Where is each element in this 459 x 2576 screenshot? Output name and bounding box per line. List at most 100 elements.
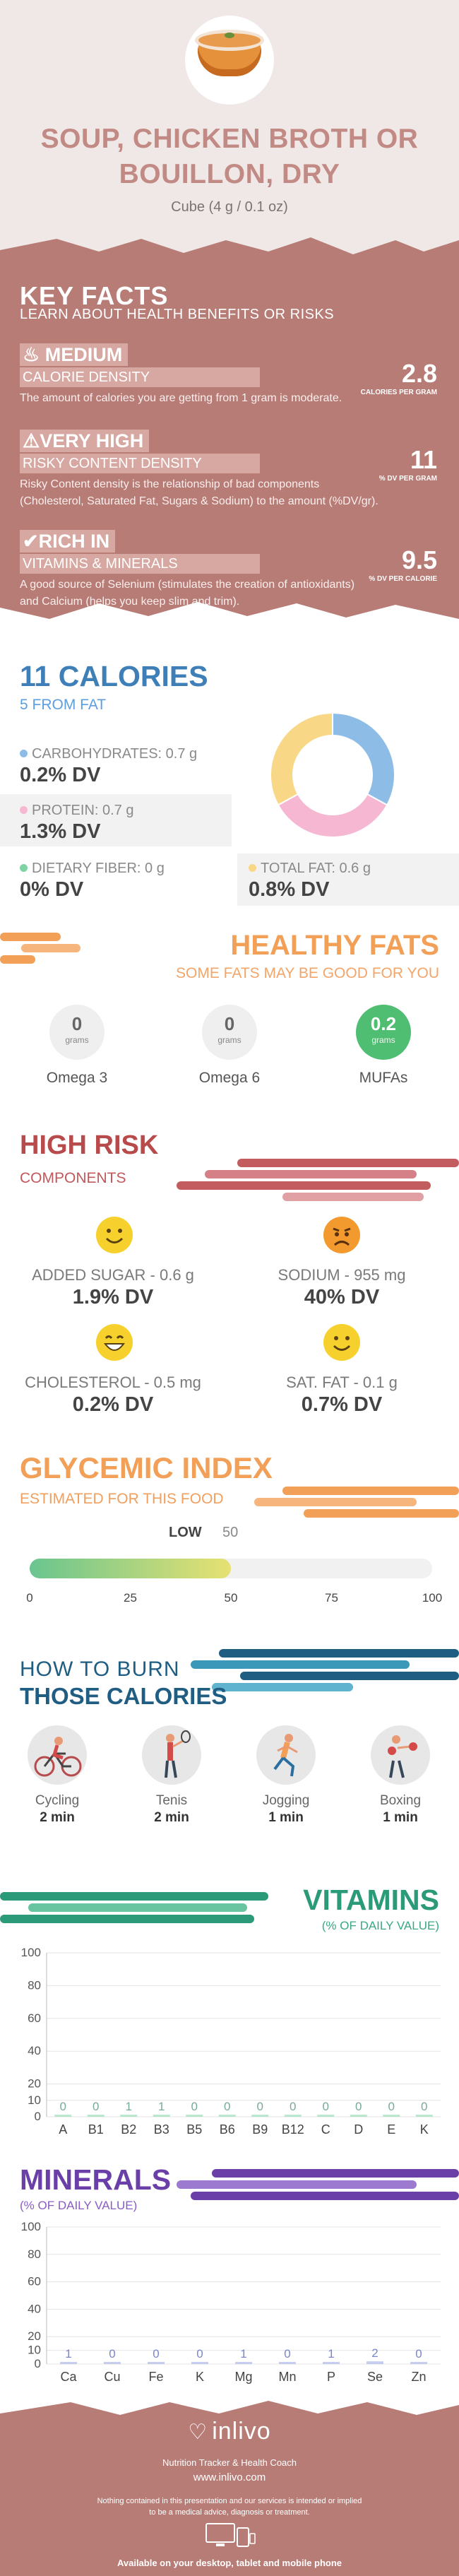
header: SOUP, CHICKEN BROTH OR BOUILLON, DRY Cub…	[0, 0, 459, 230]
fact-value: 11	[410, 445, 437, 474]
deco-bar	[212, 2169, 459, 2178]
bar-value-label: 0	[284, 2347, 290, 2361]
fact-description: Risky Content density is the relationshi…	[20, 478, 378, 507]
x-tick-label: Mg	[234, 2370, 252, 2384]
bar-value-label: 0	[153, 2347, 159, 2361]
fiber-dot	[20, 864, 28, 872]
flame-icon: ♨	[23, 344, 40, 365]
deco-bar	[205, 1170, 417, 1178]
bar-mg	[235, 2362, 252, 2364]
title-line-2: BOUILLON, DRY	[119, 159, 340, 189]
deco-bar	[237, 1159, 459, 1167]
bar-a	[54, 2115, 72, 2117]
fact-label: CALORIE DENSITY	[20, 367, 260, 387]
footer-disclaimer-1: Nothing contained in this presentation a…	[97, 2497, 362, 2505]
omega6-circle: 0 grams	[202, 1005, 257, 1060]
omega6-label: Omega 6	[198, 1070, 261, 1086]
fact-label: RISKY CONTENT DENSITY	[20, 454, 260, 473]
y-tick-label: 100	[21, 2220, 41, 2233]
bar-value-label: 0	[191, 2100, 198, 2113]
smile-face-icon	[322, 1323, 362, 1362]
donut-slice-total-fat	[270, 711, 333, 806]
x-tick-label: B3	[154, 2122, 169, 2137]
bar-value-label: 1	[126, 2100, 132, 2113]
deco-bar	[177, 2180, 417, 2189]
x-tick-label: Zn	[411, 2370, 426, 2384]
fact-unit: CALORIES PER GRAM	[360, 389, 437, 396]
inlivo-logo: ♡ inlivo	[188, 2418, 271, 2445]
nutrient-carbohydrates: CARBOHYDRATES: 0.7 g 0.2% DV	[20, 746, 198, 786]
stripe	[0, 794, 232, 846]
footer-url[interactable]: www.inlivo.com	[193, 2471, 266, 2483]
deco-bar	[212, 1683, 353, 1691]
x-tick-label: K	[420, 2122, 429, 2137]
zigzag-divider	[0, 2397, 459, 2415]
footer-disclaimer-2: to be a medical advice, diagnosis or tre…	[149, 2508, 310, 2517]
bar-b1	[87, 2115, 105, 2117]
bar-value-label: 0	[224, 2100, 230, 2113]
bar-value-label: 0	[60, 2100, 66, 2113]
deco-bar	[0, 933, 61, 941]
donut-slice-carbohydrates	[332, 711, 395, 806]
omega3-circle: 0 grams	[49, 1005, 105, 1060]
x-tick-label: C	[321, 2122, 330, 2137]
thumbs-up-icon: ✔	[23, 531, 39, 552]
bar-value-label: 0	[323, 2100, 329, 2113]
bar-k	[415, 2115, 433, 2117]
bar-value-label: 0	[196, 2347, 203, 2361]
zigzag-divider	[0, 602, 459, 623]
bar-b5	[186, 2115, 203, 2117]
risk-sat-fat: SAT. FAT - 0.1 g 0.7% DV	[286, 1373, 398, 1416]
deco-bar	[254, 1498, 417, 1506]
activity-jogging: Jogging 1 min	[233, 1725, 339, 1826]
y-tick-label: 80	[28, 2247, 41, 2261]
cyclist-icon	[28, 1725, 87, 1785]
glycemic-title: GLYCEMIC INDEX	[20, 1451, 273, 1484]
heart-check-icon: ♡	[188, 2421, 208, 2444]
omega3-label: Omega 3	[46, 1070, 108, 1086]
bar-ca	[60, 2362, 77, 2364]
fact-calorie-density: ♨ MEDIUM CALORIE DENSITY 2.8 CALORIES PE…	[20, 343, 447, 404]
high-risk-section: HIGH RISK COMPONENTS ADDED SUGAR - 0.6 g…	[0, 1112, 459, 1430]
deco-bar	[0, 1892, 268, 1901]
bar-value-label: 2	[371, 2346, 378, 2360]
nutrient-fiber: DIETARY FIBER: 0 g 0% DV	[20, 861, 165, 901]
glycemic-level: LOW	[169, 1525, 202, 1540]
bar-value-label: 1	[65, 2347, 71, 2361]
carbs-dot	[20, 750, 28, 757]
burn-calories-section: HOW TO BURN THOSE CALORIES Cycling 2 min…	[0, 1642, 459, 1882]
fact-risky-content: ⚠VERY HIGH RISKY CONTENT DENSITY 11 % DV…	[20, 430, 447, 507]
x-tick-label: B1	[88, 2122, 104, 2137]
fact-value: 9.5	[401, 545, 437, 574]
nutrient-total-fat: TOTAL FAT: 0.6 g 0.8% DV	[249, 861, 371, 901]
vitamins-subtitle: (% OF DAILY VALUE)	[321, 1919, 439, 1932]
x-tick-label: Fe	[148, 2370, 163, 2384]
bar-b2	[120, 2115, 138, 2117]
bar-value-label: 1	[328, 2347, 334, 2361]
key-facts-subtitle: LEARN ABOUT HEALTH BENEFITS OR RISKS	[20, 307, 335, 322]
fact-level: ♨ MEDIUM	[20, 343, 129, 366]
bar-c	[317, 2115, 335, 2117]
deco-bar	[191, 2192, 459, 2200]
minerals-title: MINERALS	[20, 2163, 172, 2196]
x-tick-label: B2	[121, 2122, 136, 2137]
serving-size: Cube (4 g / 0.1 oz)	[171, 199, 288, 215]
y-tick-label: 100	[21, 1946, 41, 1959]
bar-b9	[251, 2115, 269, 2117]
calorie-donut-chart	[270, 711, 395, 838]
donut-slice-protein	[277, 793, 388, 838]
bar-d	[350, 2115, 367, 2117]
fact-level: ⚠VERY HIGH	[20, 430, 150, 452]
sad-face-icon	[322, 1215, 362, 1255]
key-facts-section: KEY FACTS LEARN ABOUT HEALTH BENEFITS OR…	[0, 230, 459, 623]
glycemic-tick: 50	[224, 1591, 238, 1605]
bar-value-label: 0	[355, 2100, 362, 2113]
risk-added-sugar: ADDED SUGAR - 0.6 g 1.9% DV	[32, 1266, 194, 1308]
deco-bar	[21, 944, 81, 952]
bar-value-label: 0	[93, 2100, 99, 2113]
glycemic-index-section: GLYCEMIC INDEX ESTIMATED FOR THIS FOOD L…	[0, 1430, 459, 1642]
deco-bar	[0, 955, 35, 964]
y-tick-label: 0	[35, 2110, 41, 2123]
